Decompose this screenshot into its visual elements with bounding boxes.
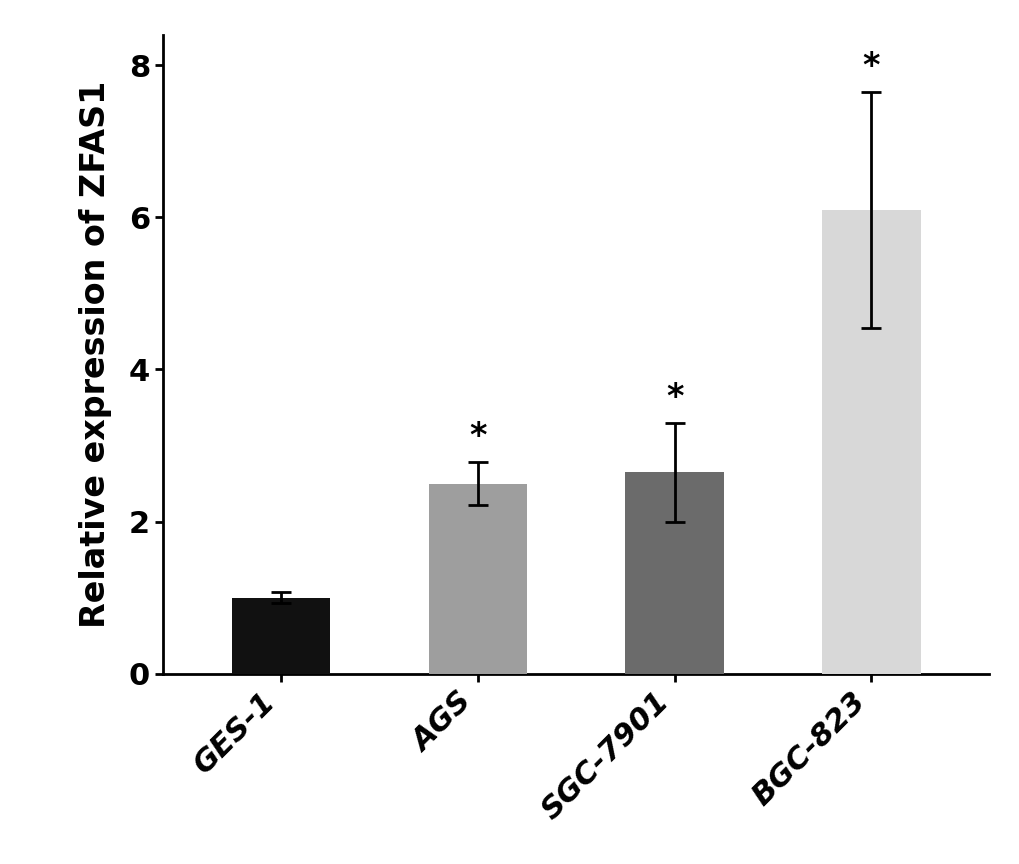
Text: *: * [862,49,879,83]
Bar [428,484,527,674]
Bar [232,598,330,674]
Bar [821,210,919,674]
Text: *: * [469,420,486,454]
Bar [625,473,723,674]
Y-axis label: Relative expression of ZFAS1: Relative expression of ZFAS1 [79,80,112,628]
Text: *: * [665,381,683,414]
